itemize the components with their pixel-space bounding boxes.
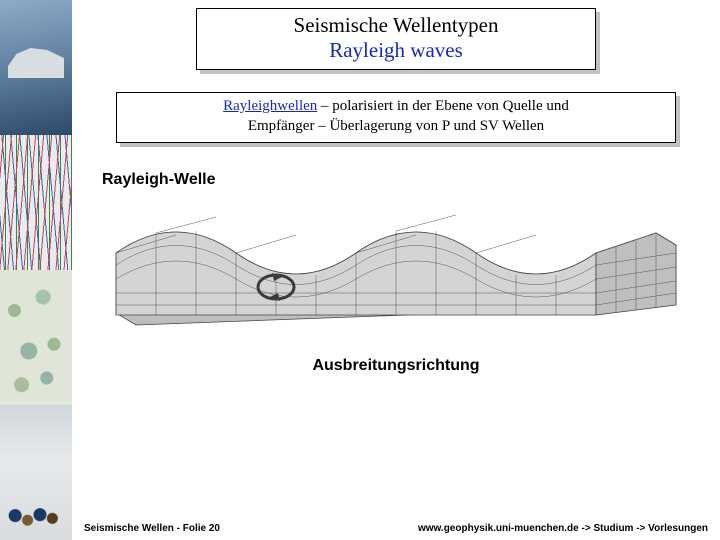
footer-left-page: Folie 20 bbox=[183, 523, 220, 534]
slide: Seismische Wellentypen Rayleigh waves Ra… bbox=[0, 0, 720, 540]
description-lead: Rayleighwellen bbox=[223, 98, 317, 114]
footer-left: Seismische Wellen - Folie 20 bbox=[84, 523, 220, 534]
footer-right-url: www.geophysik.uni-muenchen.de bbox=[418, 523, 579, 534]
description-box: Rayleighwellen – polarisiert in der Eben… bbox=[116, 92, 676, 143]
rayleigh-diagram: Rayleigh-Welle bbox=[86, 171, 706, 375]
description-line-2: Empfänger – Überlagerung von P und SV We… bbox=[248, 118, 544, 134]
thumb-satellite-terrain bbox=[0, 270, 72, 405]
diagram-label-bottom: Ausbreitungsrichtung bbox=[90, 357, 702, 375]
thumb-ship-photo bbox=[0, 0, 72, 135]
title-line-1: Seismische Wellentypen bbox=[205, 13, 587, 38]
footer-left-sep: - bbox=[174, 523, 183, 534]
slide-footer: Seismische Wellen - Folie 20 www.geophys… bbox=[72, 523, 720, 534]
title-line-2: Rayleigh waves bbox=[205, 38, 587, 63]
wave-surface-graphic bbox=[96, 195, 696, 335]
description-line-1: – polarisiert in der Ebene von Quelle un… bbox=[317, 98, 569, 114]
thumb-seismogram-traces bbox=[0, 135, 72, 270]
footer-right: www.geophysik.uni-muenchen.de -> Studium… bbox=[418, 523, 708, 534]
thumb-field-crew-snow bbox=[0, 405, 72, 540]
footer-right-tail: -> Studium -> Vorlesungen bbox=[579, 523, 708, 534]
footer-left-prefix: Seismische Wellen bbox=[84, 523, 174, 534]
title-box: Seismische Wellentypen Rayleigh waves bbox=[196, 8, 596, 70]
sidebar-thumbnails bbox=[0, 0, 72, 540]
diagram-label-top: Rayleigh-Welle bbox=[102, 171, 702, 189]
slide-main: Seismische Wellentypen Rayleigh waves Ra… bbox=[72, 0, 720, 540]
